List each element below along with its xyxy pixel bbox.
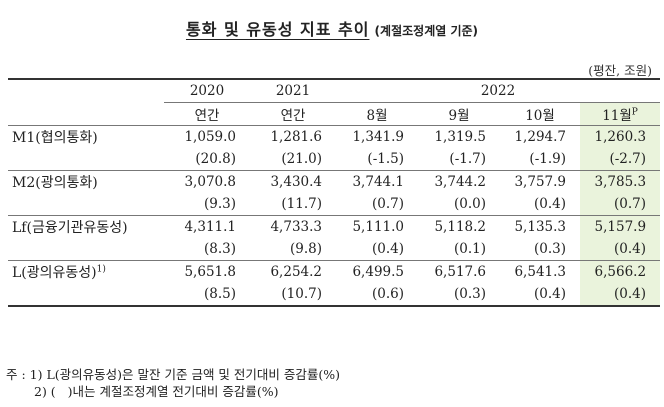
cell-change: (0.7)	[580, 193, 661, 216]
title-subtitle: (계절조정계열 기준)	[374, 24, 479, 38]
cell-change: (9.8)	[289, 241, 322, 257]
year-2022: 2022	[336, 78, 661, 103]
row-label: Lf(금융기관유동성)	[8, 215, 164, 238]
cell-value: 4,311.1	[164, 215, 250, 238]
cell-change: (-2.7)	[580, 148, 661, 171]
preliminary-mark: P	[631, 107, 638, 118]
cell-value: 1,281.6	[250, 125, 336, 148]
cell-change: (0.4)	[580, 238, 661, 261]
cell-value: 5,118.2	[418, 215, 500, 238]
cell-change: (-1.5)	[367, 151, 404, 167]
table-row-m1: M1(협의통화) 1,059.0 1,281.6 1,341.9 1,319.5…	[8, 125, 661, 148]
cell-value: 5,111.0	[336, 215, 418, 238]
cell-value: 3,744.1	[336, 170, 418, 193]
footnote-mark: 1)	[96, 264, 106, 275]
cell-value: 4,733.3	[250, 215, 336, 238]
period-2020-annual: 연간	[194, 108, 220, 124]
cell-change: (0.4)	[580, 283, 661, 307]
cell-value: 1,059.0	[164, 125, 250, 148]
title-main: 통화 및 유동성 지표 추이	[185, 20, 370, 39]
cell-value: 3,785.3	[580, 170, 661, 193]
cell-value: 3,744.2	[418, 170, 500, 193]
table-title: 통화 및 유동성 지표 추이 (계절조정계열 기준)	[0, 16, 664, 40]
cell-change: (8.3)	[203, 241, 236, 257]
cell-value: 5,157.9	[580, 215, 661, 238]
table-row-m2: M2(광의통화) 3,070.8 3,430.4 3,744.1 3,744.2…	[8, 170, 661, 193]
table-row-m1-change: (20.8) (21.0) (-1.5) (-1.7) (-1.9) (-2.7…	[8, 148, 661, 171]
cell-value: 1,260.3	[580, 125, 661, 148]
table-row-lf: Lf(금융기관유동성) 4,311.1 4,733.3 5,111.0 5,11…	[8, 215, 661, 238]
cell-change: (-1.9)	[529, 151, 566, 167]
header-year-row: 2020 2021 2022	[8, 78, 661, 103]
unit-label: (평잔, 조원)	[588, 63, 652, 78]
cell-change: (11.7)	[281, 196, 322, 212]
cell-value: 3,757.9	[500, 170, 580, 193]
cell-change: (0.0)	[453, 196, 486, 212]
header-period-row: 연간 연간 8월 9월 10월 11월P	[8, 102, 661, 126]
cell-change: (0.6)	[336, 283, 418, 307]
table-row-m2-change: (9.3) (11.7) (0.7) (0.0) (0.4) (0.7)	[8, 193, 661, 216]
money-indicators-table: 2020 2021 2022 연간 연간 8월 9월 10월 11월P M1(협…	[8, 78, 661, 307]
row-label: M1(협의통화)	[8, 125, 164, 148]
cell-change: (0.7)	[371, 196, 404, 212]
cell-value: 5,135.3	[500, 215, 580, 238]
table-row-lf-change: (8.3) (9.8) (0.4) (0.1) (0.3) (0.4)	[8, 238, 661, 261]
footnote-1: 주 : 1) L(광의유동성)은 말잔 기준 금액 및 전기대비 증감률(%)	[6, 367, 341, 382]
cell-change: (0.3)	[418, 283, 500, 307]
cell-change: (10.7)	[250, 283, 336, 307]
cell-value: 1,319.5	[418, 125, 500, 148]
period-sep: 9월	[448, 108, 470, 124]
year-2021: 2021	[250, 78, 336, 103]
cell-value: 3,070.8	[164, 170, 250, 193]
cell-change: (21.0)	[281, 151, 322, 167]
cell-change: (8.5)	[164, 283, 250, 307]
cell-change: (-1.7)	[449, 151, 486, 167]
cell-value: 6,499.5	[336, 260, 418, 283]
footnotes: 주 : 1) L(광의유동성)은 말잔 기준 금액 및 전기대비 증감률(%) …	[6, 366, 340, 400]
cell-value: 5,651.8	[164, 260, 250, 283]
cell-change: (0.4)	[533, 196, 566, 212]
cell-change: (0.4)	[500, 283, 580, 307]
cell-value: 3,430.4	[250, 170, 336, 193]
table-row-l-change: (8.5) (10.7) (0.6) (0.3) (0.4) (0.4)	[8, 283, 661, 307]
cell-value: 6,566.2	[580, 260, 661, 283]
cell-change: (0.3)	[533, 241, 566, 257]
cell-value: 1,341.9	[336, 125, 418, 148]
cell-value: 1,294.7	[500, 125, 580, 148]
footnote-2: 2) ( )내는 계절조정계열 전기대비 증감률(%)	[34, 384, 279, 399]
cell-change: (0.1)	[453, 241, 486, 257]
year-2020: 2020	[164, 78, 250, 103]
period-2021-annual: 연간	[280, 108, 306, 124]
row-label: M2(광의통화)	[8, 170, 164, 193]
period-nov: 11월P	[580, 102, 661, 126]
period-aug: 8월	[366, 108, 388, 124]
cell-change: (0.4)	[371, 241, 404, 257]
cell-change: (9.3)	[203, 196, 236, 212]
period-oct: 10월	[525, 108, 555, 124]
table-row-l: L(광의유동성)1) 5,651.8 6,254.2 6,499.5 6,517…	[8, 260, 661, 283]
cell-value: 6,541.3	[500, 260, 580, 283]
row-label: L(광의유동성)1)	[8, 260, 164, 283]
cell-change: (20.8)	[195, 151, 236, 167]
cell-value: 6,517.6	[418, 260, 500, 283]
cell-value: 6,254.2	[250, 260, 336, 283]
